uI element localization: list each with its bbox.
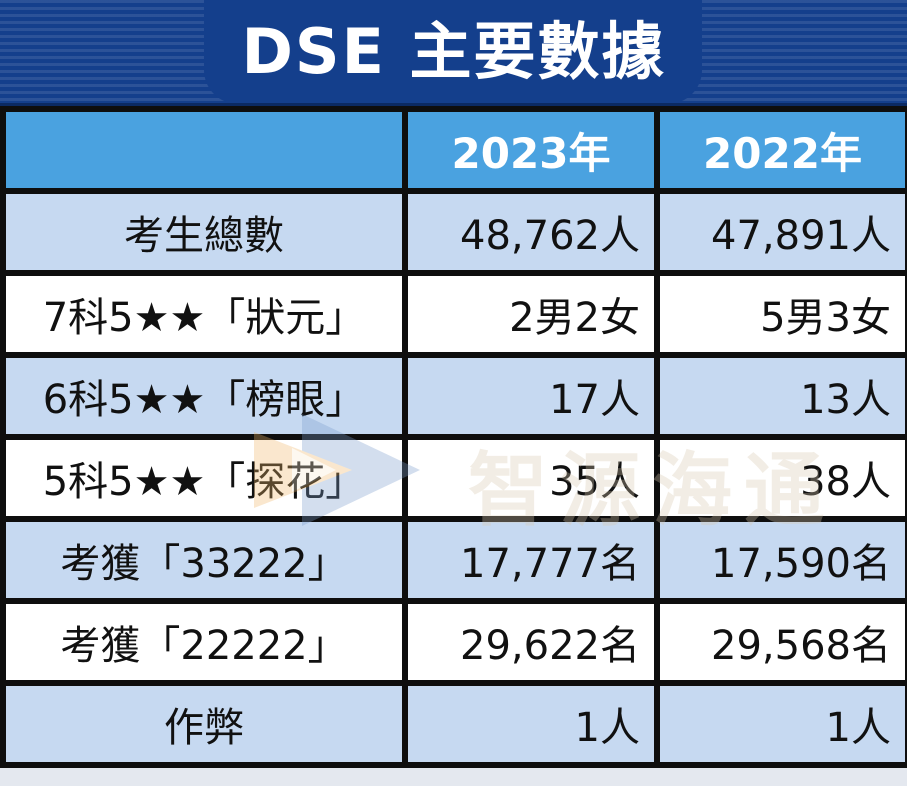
- page-title: DSE 主要數據: [241, 15, 666, 88]
- row-label: 考獲「22222」: [6, 604, 402, 680]
- value-2023: 17,777名: [408, 522, 654, 598]
- value-2022: 13人: [660, 358, 905, 434]
- table-row: 作弊 1人 1人: [6, 686, 905, 762]
- bottom-margin-strip: [0, 768, 907, 786]
- row-label: 6科5★★「榜眼」: [6, 358, 402, 434]
- row-label: 作弊: [6, 686, 402, 762]
- header-cell-2022: 2022年: [660, 112, 905, 188]
- value-2022: 29,568名: [660, 604, 905, 680]
- value-2022: 17,590名: [660, 522, 905, 598]
- value-2023: 17人: [408, 358, 654, 434]
- table-row: 考生總數 48,762人 47,891人: [6, 194, 905, 270]
- table-row: 7科5★★「狀元」 2男2女 5男3女: [6, 276, 905, 352]
- table-row: 考獲「33222」 17,777名 17,590名: [6, 522, 905, 598]
- table-row: 5科5★★「探花」 35人 38人: [6, 440, 905, 516]
- table-row: 6科5★★「榜眼」 17人 13人: [6, 358, 905, 434]
- banner-title-plate: [204, 0, 702, 103]
- value-2022: 38人: [660, 440, 905, 516]
- value-2022: 1人: [660, 686, 905, 762]
- value-2022: 47,891人: [660, 194, 905, 270]
- value-2023: 29,622名: [408, 604, 654, 680]
- value-2023: 1人: [408, 686, 654, 762]
- header-cell-2023: 2023年: [408, 112, 654, 188]
- data-table-frame: 2023年 2022年 考生總數 48,762人 47,891人 7科5★★「狀…: [0, 106, 907, 768]
- value-2023: 2男2女: [408, 276, 654, 352]
- table-header-row: 2023年 2022年: [6, 112, 905, 188]
- value-2022: 5男3女: [660, 276, 905, 352]
- row-label: 5科5★★「探花」: [6, 440, 402, 516]
- dse-data-table: 2023年 2022年 考生總數 48,762人 47,891人 7科5★★「狀…: [0, 106, 907, 768]
- row-label: 考獲「33222」: [6, 522, 402, 598]
- header-cell-blank: [6, 112, 402, 188]
- title-banner: DSE 主要數據: [0, 0, 907, 106]
- value-2023: 35人: [408, 440, 654, 516]
- row-label: 考生總數: [6, 194, 402, 270]
- row-label: 7科5★★「狀元」: [6, 276, 402, 352]
- table-row: 考獲「22222」 29,622名 29,568名: [6, 604, 905, 680]
- value-2023: 48,762人: [408, 194, 654, 270]
